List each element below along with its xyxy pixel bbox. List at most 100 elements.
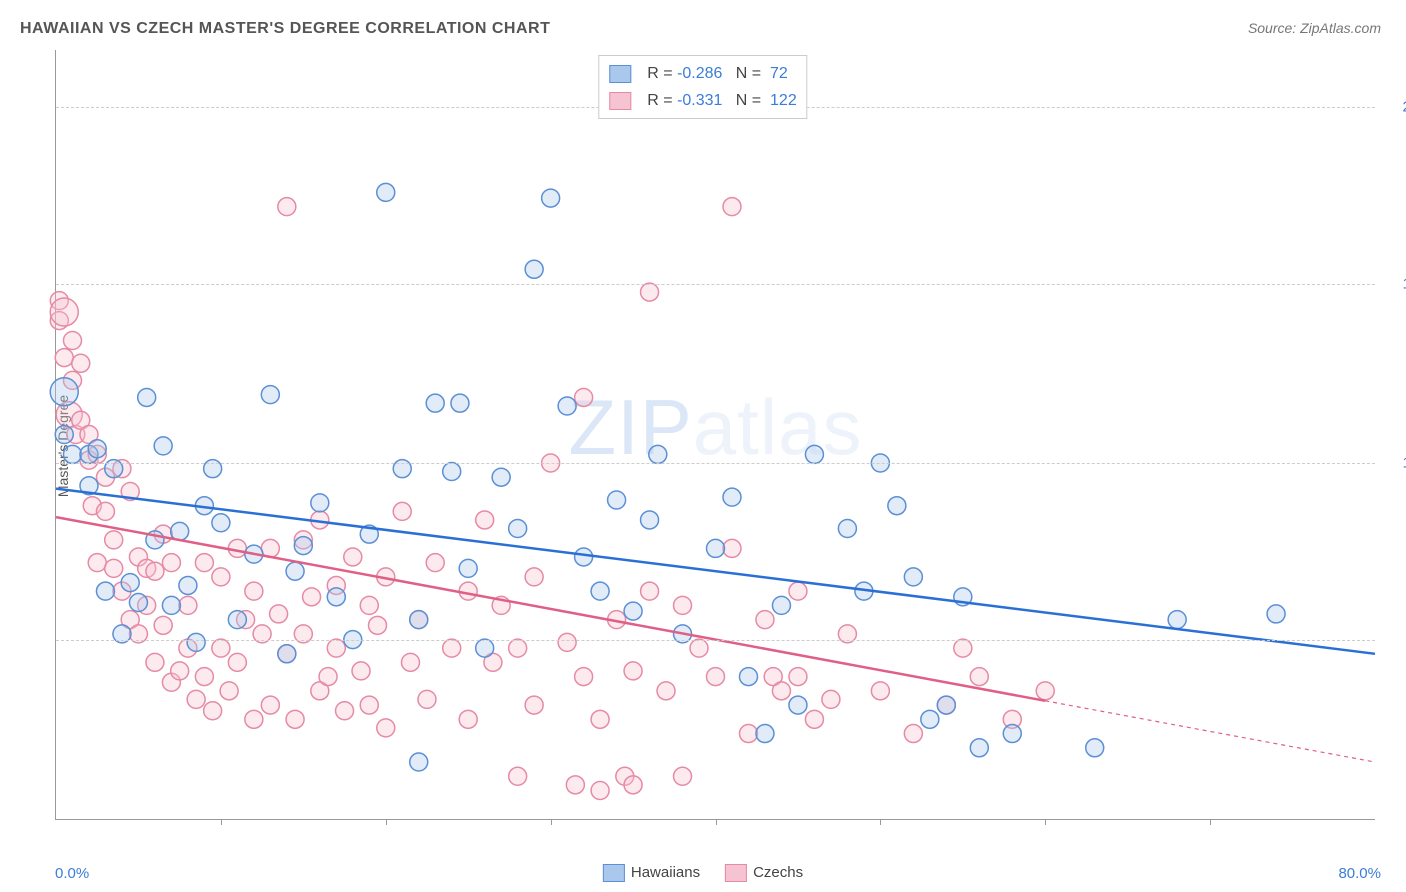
data-point: [838, 519, 856, 537]
data-point: [1036, 682, 1054, 700]
data-point: [649, 445, 667, 463]
legend-item: Czechs: [725, 864, 803, 882]
data-point: [558, 633, 576, 651]
legend-swatch: [609, 65, 631, 83]
data-point: [904, 568, 922, 586]
data-point: [63, 445, 81, 463]
legend-item: Hawaiians: [603, 864, 700, 882]
data-point: [937, 696, 955, 714]
data-point: [723, 488, 741, 506]
data-point: [739, 725, 757, 743]
data-point: [360, 596, 378, 614]
y-tick-label: 25.0%: [1385, 98, 1406, 115]
legend-text: R = -0.331 N = 122: [647, 87, 796, 114]
data-point: [146, 562, 164, 580]
data-point: [1086, 739, 1104, 757]
data-point: [426, 554, 444, 572]
legend-text: R = -0.286 N = 72: [647, 60, 788, 87]
data-point: [401, 653, 419, 671]
data-point: [245, 582, 263, 600]
data-point: [509, 519, 527, 537]
data-point: [55, 349, 73, 367]
data-point: [707, 668, 725, 686]
data-point: [96, 502, 114, 520]
data-point: [50, 298, 78, 326]
data-point: [154, 616, 172, 634]
data-point: [63, 332, 81, 350]
data-point: [154, 437, 172, 455]
gridline: [56, 284, 1375, 285]
data-point: [319, 668, 337, 686]
data-point: [50, 378, 78, 406]
data-point: [212, 639, 230, 657]
data-point: [146, 653, 164, 671]
x-tick-mark: [716, 819, 717, 825]
data-point: [492, 468, 510, 486]
data-point: [904, 725, 922, 743]
data-point: [954, 639, 972, 657]
x-tick-mark: [880, 819, 881, 825]
data-point: [187, 690, 205, 708]
data-point: [608, 491, 626, 509]
y-tick-label: 6.3%: [1385, 631, 1406, 648]
data-point: [311, 494, 329, 512]
data-point: [674, 767, 692, 785]
data-point: [525, 696, 543, 714]
data-point: [327, 639, 345, 657]
data-point: [772, 596, 790, 614]
data-point: [377, 719, 395, 737]
gridline: [56, 640, 1375, 641]
data-point: [195, 668, 213, 686]
data-point: [970, 739, 988, 757]
data-point: [591, 582, 609, 600]
data-point: [245, 710, 263, 728]
legend-label: Czechs: [753, 864, 803, 881]
data-point: [459, 710, 477, 728]
data-point: [1267, 605, 1285, 623]
y-tick-label: 18.8%: [1385, 275, 1406, 292]
data-point: [162, 554, 180, 572]
data-point: [723, 198, 741, 216]
data-point: [129, 594, 147, 612]
legend-row: R = -0.331 N = 122: [609, 87, 796, 114]
data-point: [162, 596, 180, 614]
source-attribution: Source: ZipAtlas.com: [1248, 20, 1381, 36]
legend-swatch: [603, 864, 625, 882]
data-point: [88, 440, 106, 458]
data-point: [707, 539, 725, 557]
data-point: [921, 710, 939, 728]
data-point: [525, 260, 543, 278]
x-axis-max: 80.0%: [1338, 865, 1381, 882]
y-tick-label: 12.5%: [1385, 454, 1406, 471]
data-point: [509, 639, 527, 657]
data-point: [72, 354, 90, 372]
x-tick-mark: [1045, 819, 1046, 825]
data-point: [805, 710, 823, 728]
x-tick-mark: [551, 819, 552, 825]
data-point: [179, 576, 197, 594]
data-point: [96, 582, 114, 600]
correlation-legend: R = -0.286 N = 72R = -0.331 N = 122: [598, 55, 807, 119]
x-tick-mark: [1210, 819, 1211, 825]
data-point: [591, 782, 609, 800]
chart-svg: [56, 50, 1375, 819]
data-point: [105, 531, 123, 549]
data-point: [212, 568, 230, 586]
data-point: [624, 662, 642, 680]
legend-swatch: [725, 864, 747, 882]
data-point: [261, 696, 279, 714]
data-point: [641, 511, 659, 529]
data-point: [772, 682, 790, 700]
chart-title: HAWAIIAN VS CZECH MASTER'S DEGREE CORREL…: [20, 20, 550, 38]
legend-row: R = -0.286 N = 72: [609, 60, 796, 87]
data-point: [369, 616, 387, 634]
data-point: [204, 702, 222, 720]
data-point: [418, 690, 436, 708]
data-point: [443, 463, 461, 481]
data-point: [393, 502, 411, 520]
data-point: [739, 668, 757, 686]
data-point: [657, 682, 675, 700]
data-point: [624, 776, 642, 794]
data-point: [822, 690, 840, 708]
data-point: [641, 582, 659, 600]
